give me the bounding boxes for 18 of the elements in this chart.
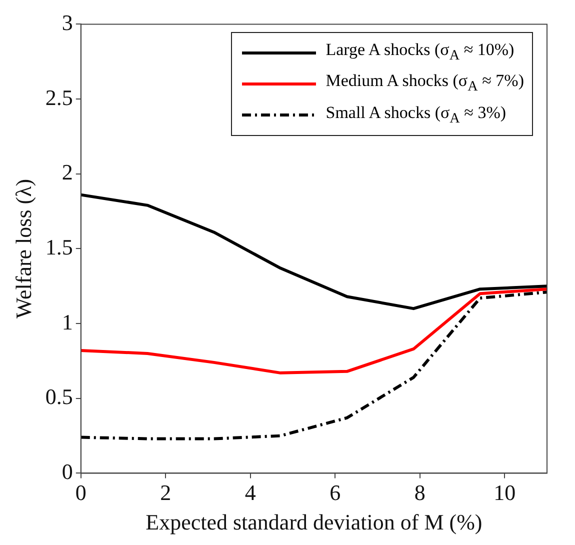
x-tick-label: 2 [160,480,172,506]
y-tick-label: 0 [62,458,73,484]
legend-label: Medium A shocks (σ$_{A}$ ≈ 7%) [326,70,524,97]
y-tick-label: 2 [62,160,73,185]
y-axis-title: Welfare loss (λ) [10,178,36,319]
line-series [80,290,547,440]
x-axis-title: Expected standard deviation of M (%) [146,510,482,535]
y-tick-label: 2.5 [45,84,73,110]
x-tick-label: 6 [330,480,341,506]
x-tick-label: 4 [244,480,256,506]
x-tick-label: 10 [494,480,516,506]
legend-label: Large A shocks (σ$_{A}$ ≈ 10%) [326,39,514,66]
y-tick-label: 1 [62,309,73,334]
y-tick-label: 3 [62,10,73,35]
legend-label: Small A shocks (σ$_{A}$ ≈ 3%) [326,102,506,128]
x-tick-label: 8 [414,480,426,506]
y-tick-label: 0.5 [45,384,73,410]
y-tick-label: 1.5 [45,234,73,260]
